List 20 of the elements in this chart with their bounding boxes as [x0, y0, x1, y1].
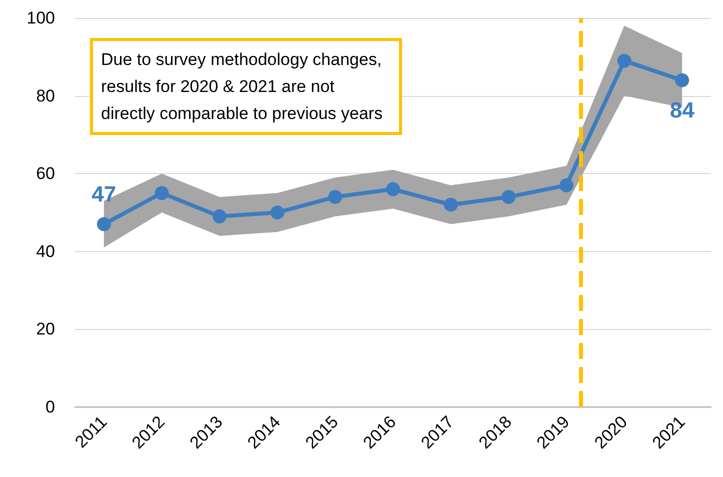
point: [444, 198, 458, 212]
y-tick-label: 20: [36, 320, 55, 339]
y-tick-label: 60: [36, 164, 55, 184]
point: [502, 190, 516, 204]
y-tick-label: 40: [36, 242, 55, 261]
point: [386, 182, 400, 196]
y-tick-label: 80: [36, 86, 55, 106]
y-tick-label: 100: [26, 8, 55, 28]
point: [212, 209, 227, 224]
point: [328, 190, 342, 204]
point: [270, 206, 284, 220]
point: [559, 178, 574, 192]
data-label: 47: [92, 182, 116, 207]
point: [675, 73, 690, 88]
point: [96, 217, 111, 232]
point: [617, 54, 632, 68]
point: [154, 186, 169, 200]
data-label: 84: [670, 98, 696, 123]
y-tick-label: 0: [46, 398, 55, 416]
annotation: Due to survey methodology changes, results for 2020 & 2021 are not directly comparable to previous years: [101, 50, 386, 123]
